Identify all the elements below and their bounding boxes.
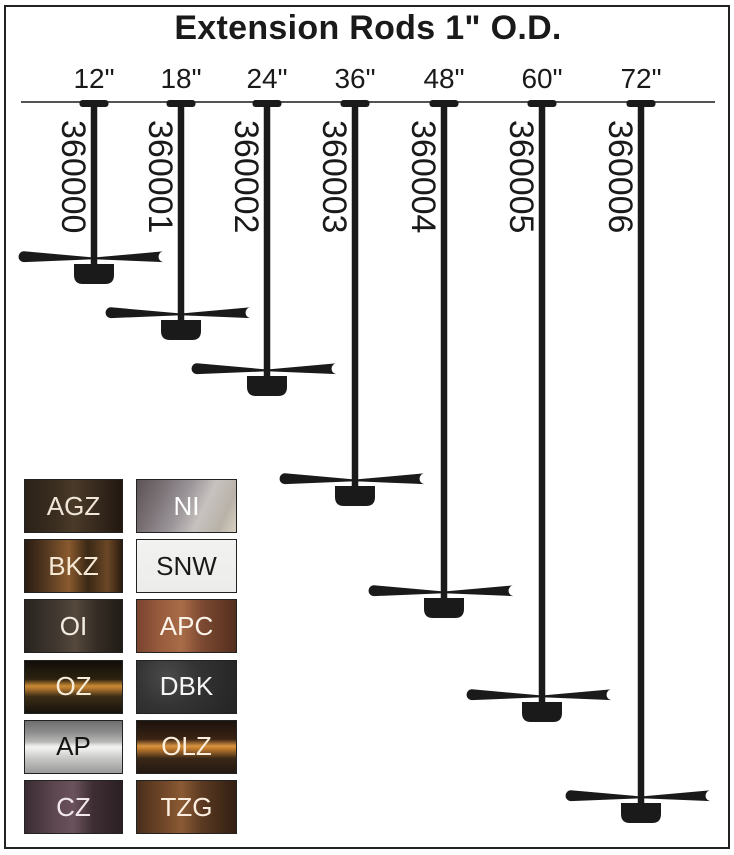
svg-text:360000: 360000 <box>54 120 92 233</box>
svg-text:18": 18" <box>160 63 201 94</box>
svg-text:360004: 360004 <box>404 120 442 233</box>
svg-text:36": 36" <box>334 63 375 94</box>
svg-text:48": 48" <box>423 63 464 94</box>
svg-text:360001: 360001 <box>141 120 179 233</box>
svg-text:360005: 360005 <box>502 120 540 233</box>
svg-text:12": 12" <box>73 63 114 94</box>
svg-text:72": 72" <box>620 63 661 94</box>
svg-text:24": 24" <box>246 63 287 94</box>
svg-text:60": 60" <box>521 63 562 94</box>
svg-text:360002: 360002 <box>227 120 265 233</box>
svg-text:360003: 360003 <box>315 120 353 233</box>
svg-text:360006: 360006 <box>601 120 639 233</box>
